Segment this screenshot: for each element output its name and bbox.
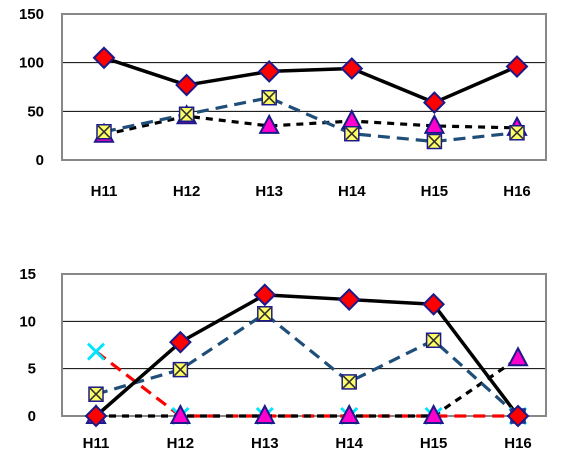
series-2-point xyxy=(344,125,360,142)
x-tick-label: H11 xyxy=(83,435,110,452)
series-1-line xyxy=(103,56,518,105)
series-3-point xyxy=(422,403,445,424)
x-tick-label: H16 xyxy=(504,435,532,452)
x-tick-label: H13 xyxy=(251,435,279,452)
series-3-point xyxy=(338,403,360,424)
x-tick-label: H12 xyxy=(167,435,195,452)
series-3-point xyxy=(423,113,446,134)
series-1-point xyxy=(92,46,116,70)
series-1-line xyxy=(94,293,520,418)
series-1-point xyxy=(422,292,446,316)
bottom-line-chart: 0 5 10 15 H11 H12 H13 H14 H15 H16 xyxy=(19,266,547,452)
series-1-point xyxy=(257,60,281,83)
y-tick-label: 5 xyxy=(28,361,36,378)
x-tick-label: H11 xyxy=(91,183,118,200)
series-2-line xyxy=(95,312,520,418)
series-2-point xyxy=(88,386,104,402)
series-2-point xyxy=(425,332,442,349)
series-2-point xyxy=(96,124,112,140)
series-lines xyxy=(103,56,518,144)
series-1-point xyxy=(84,404,108,428)
series-3-point xyxy=(254,403,276,424)
y-tick-label: 150 xyxy=(19,6,44,23)
x-tick-label: H14 xyxy=(335,435,363,452)
series-1-point xyxy=(337,288,361,311)
series-2-point xyxy=(178,106,195,123)
plot-area xyxy=(61,13,547,161)
y-tick-label: 0 xyxy=(36,152,44,169)
y-tick-label: 50 xyxy=(27,103,44,120)
y-tick-label: 100 xyxy=(19,55,44,72)
series-1-point xyxy=(168,330,192,354)
top-line-chart: 0 50 100 150 H11 H12 H13 H14 H15 H16 xyxy=(19,6,547,200)
x-tick-label: H16 xyxy=(503,183,531,200)
series-3-point xyxy=(258,113,280,134)
x-tick-label: H15 xyxy=(421,183,449,200)
series-markers xyxy=(92,46,529,150)
series-1-point xyxy=(175,73,199,97)
x-tick-label: H13 xyxy=(255,183,283,200)
series-3-point xyxy=(341,108,363,130)
series-4-point xyxy=(86,342,106,361)
y-tick-label: 15 xyxy=(19,266,36,283)
series-lines xyxy=(94,293,520,418)
series-1-point xyxy=(253,283,277,307)
x-tick-label: H15 xyxy=(420,435,448,452)
series-2-point xyxy=(257,306,273,322)
series-2-point xyxy=(341,374,357,390)
y-tick-label: 0 xyxy=(28,408,36,425)
series-3-line xyxy=(96,356,519,418)
series-markers xyxy=(84,283,530,428)
x-tick-label: H12 xyxy=(173,183,201,200)
series-3-point xyxy=(169,403,192,424)
series-2-line xyxy=(103,96,518,144)
series-1-point xyxy=(505,55,529,78)
series-3-point xyxy=(507,346,529,367)
series-1-point xyxy=(422,91,446,114)
series-2-point xyxy=(261,89,277,106)
x-tick-label: H14 xyxy=(338,183,366,200)
series-2-point xyxy=(509,124,525,141)
series-2-point xyxy=(426,133,443,150)
series-2-point xyxy=(172,361,189,378)
series-3-line xyxy=(103,114,518,137)
series-1-point xyxy=(340,57,364,80)
y-tick-label: 10 xyxy=(19,313,36,330)
series-1-point xyxy=(506,404,530,428)
